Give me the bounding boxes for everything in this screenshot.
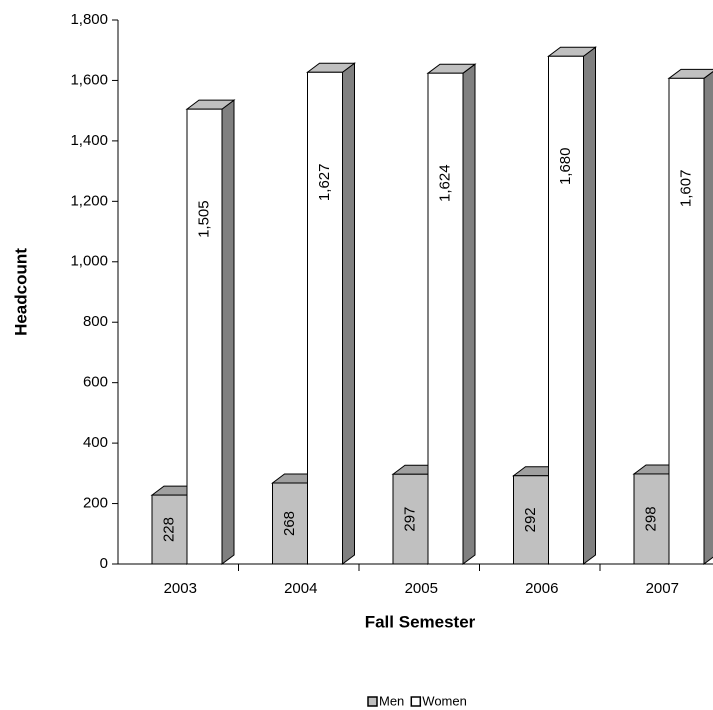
- y-tick-label: 1,400: [70, 132, 108, 149]
- y-tick-label: 0: [100, 555, 108, 572]
- data-label: 297: [401, 507, 418, 532]
- bar-side: [462, 63, 476, 565]
- bar: [427, 72, 464, 565]
- bar: [307, 71, 343, 565]
- bar: [633, 473, 670, 565]
- y-tick-label: 1,200: [70, 192, 108, 209]
- data-label: 292: [522, 507, 539, 532]
- data-label: 268: [281, 511, 298, 536]
- y-tick-label: 1,000: [70, 253, 108, 270]
- bar: [392, 473, 429, 565]
- legend-swatch: [410, 696, 422, 707]
- data-label: 1,680: [557, 147, 574, 185]
- bar: [186, 108, 223, 565]
- bar-side: [221, 99, 235, 565]
- x-tick-label: 2007: [646, 580, 679, 597]
- x-axis-label: Fall Semester: [365, 612, 476, 631]
- y-tick-label: 800: [83, 313, 108, 330]
- data-label: 1,607: [677, 170, 694, 208]
- data-label: 298: [642, 506, 659, 531]
- x-tick-label: 2005: [405, 580, 438, 597]
- y-tick-label: 400: [83, 434, 108, 451]
- x-tick-label: 2003: [164, 580, 197, 597]
- bar: [513, 475, 549, 565]
- bar: [668, 77, 705, 565]
- y-axis-label: Headcount: [11, 248, 30, 336]
- data-label: 1,624: [436, 164, 453, 202]
- bar: [272, 482, 308, 565]
- legend-label: Women: [422, 693, 467, 708]
- y-tick-label: 600: [83, 374, 108, 391]
- y-tick-label: 1,600: [70, 71, 108, 88]
- legend-swatch: [367, 696, 378, 707]
- legend-label: Men: [379, 693, 404, 708]
- bar-side: [583, 46, 596, 565]
- data-label: 228: [160, 517, 177, 542]
- bar-side: [703, 70, 713, 565]
- data-label: 1,505: [195, 200, 212, 238]
- bar: [548, 55, 584, 565]
- x-tick-label: 2004: [284, 580, 317, 597]
- bar-top: [667, 68, 713, 79]
- bar-side: [342, 62, 355, 565]
- y-tick-label: 1,800: [70, 11, 108, 28]
- x-tick-label: 2006: [525, 580, 558, 597]
- data-label: 1,627: [316, 164, 333, 202]
- y-tick-label: 200: [83, 495, 108, 512]
